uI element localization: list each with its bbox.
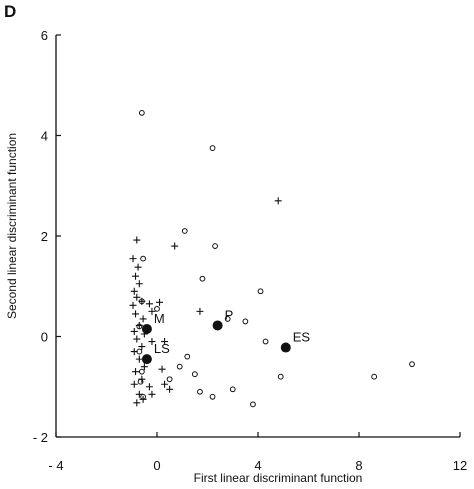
open-circle-point bbox=[212, 243, 218, 249]
data-marks: P M ES LS bbox=[129, 109, 415, 408]
plus-point bbox=[161, 380, 169, 388]
open-circle-point bbox=[199, 275, 206, 282]
open-circle-point bbox=[191, 371, 198, 378]
plus-point bbox=[134, 263, 142, 271]
point-label: LS bbox=[154, 341, 170, 356]
plus-point bbox=[171, 242, 179, 250]
plus-point bbox=[133, 293, 141, 301]
point-label: M bbox=[154, 311, 165, 326]
plus-point bbox=[135, 390, 143, 398]
open-circle-point bbox=[371, 373, 378, 380]
y-tick-label: 0 bbox=[41, 330, 48, 345]
labeled-point bbox=[212, 320, 223, 331]
point-label: P bbox=[225, 307, 234, 322]
panel-letter: D bbox=[4, 2, 17, 21]
open-circle-point bbox=[242, 318, 249, 325]
open-circle-point bbox=[138, 368, 145, 375]
open-circle-point bbox=[184, 353, 191, 360]
x-tick-label: 12 bbox=[453, 458, 467, 473]
y-tick-label: 2 bbox=[41, 229, 48, 244]
plus-point bbox=[158, 365, 166, 373]
x-tick-label: 0 bbox=[153, 458, 160, 473]
open-circle-point bbox=[229, 386, 236, 393]
plus-point bbox=[130, 287, 138, 295]
open-circle-point bbox=[224, 316, 231, 322]
plus-point bbox=[139, 395, 147, 403]
open-circle-point bbox=[154, 305, 160, 312]
plus-point bbox=[274, 197, 282, 205]
plus-point bbox=[129, 255, 137, 263]
plus-point bbox=[139, 315, 147, 323]
plus-point bbox=[145, 383, 153, 391]
plus-point bbox=[129, 301, 137, 309]
open-circle-point bbox=[250, 401, 256, 408]
plus-point bbox=[138, 297, 146, 305]
open-circle-point bbox=[257, 288, 264, 295]
plus-point bbox=[135, 321, 143, 329]
plus-point bbox=[130, 327, 138, 335]
x-tick-label: 8 bbox=[355, 458, 362, 473]
plus-point bbox=[138, 343, 146, 351]
labeled-point bbox=[141, 323, 152, 334]
plot-frame bbox=[55, 35, 460, 438]
labeled-point bbox=[141, 354, 152, 365]
x-axis-title: First linear discriminant function bbox=[194, 471, 363, 485]
axis-ticks: - 4 0 4 8 12 - 2 0 2 4 6 bbox=[33, 28, 467, 473]
labeled-point bbox=[280, 342, 291, 353]
plus-point bbox=[156, 298, 164, 306]
plus-point bbox=[133, 335, 141, 343]
plus-point bbox=[130, 348, 138, 356]
x-tick-label: 4 bbox=[254, 458, 261, 473]
y-axis-title: Second linear discriminant function bbox=[5, 133, 19, 319]
y-tick-label: - 2 bbox=[33, 430, 48, 445]
open-circle-point bbox=[409, 361, 415, 368]
plus-point bbox=[148, 307, 156, 315]
open-circle-point bbox=[176, 363, 183, 370]
open-circle-point bbox=[181, 228, 188, 234]
plus-point bbox=[130, 380, 138, 388]
plus-point bbox=[145, 300, 153, 308]
plus-point bbox=[148, 338, 156, 346]
plus-point bbox=[138, 375, 146, 383]
plus-point bbox=[133, 399, 141, 407]
y-tick-label: 4 bbox=[41, 129, 48, 144]
open-circle-point bbox=[209, 145, 216, 151]
plus-point bbox=[133, 236, 141, 244]
plus-point bbox=[161, 338, 169, 346]
plus-point bbox=[196, 307, 204, 315]
plus-point bbox=[140, 363, 148, 371]
open-circle-point bbox=[166, 376, 173, 383]
open-circle-point bbox=[197, 388, 203, 395]
plus-point bbox=[166, 385, 174, 393]
x-tick-label: - 4 bbox=[48, 458, 63, 473]
plus-point bbox=[135, 280, 143, 288]
open-circle-point bbox=[140, 255, 147, 262]
open-circle-point bbox=[138, 109, 145, 116]
plus-point bbox=[148, 390, 156, 398]
y-tick-label: 6 bbox=[41, 28, 48, 43]
open-circle-point bbox=[209, 393, 216, 400]
plus-point bbox=[132, 368, 140, 376]
plus-point bbox=[132, 310, 140, 318]
plus-point bbox=[132, 272, 140, 280]
point-label: ES bbox=[293, 330, 311, 345]
open-circle-point bbox=[262, 338, 269, 345]
plus-point bbox=[135, 355, 143, 363]
open-circle-point bbox=[277, 373, 284, 380]
